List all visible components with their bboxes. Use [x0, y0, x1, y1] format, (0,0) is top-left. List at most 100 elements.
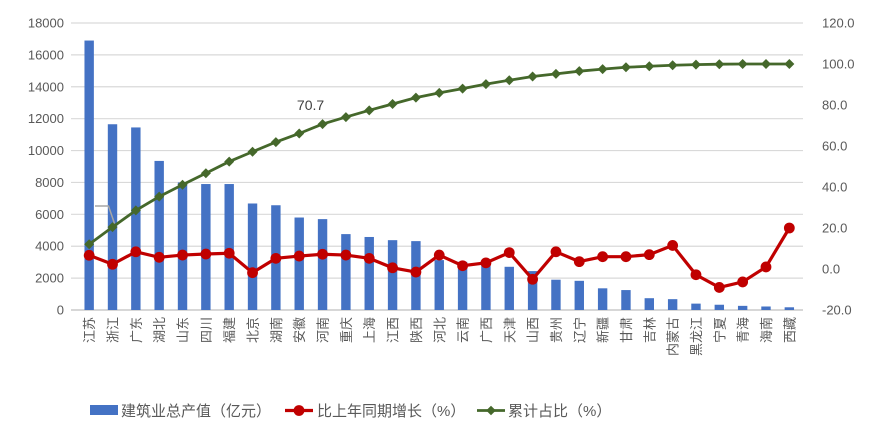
x-axis-label: 宁夏 — [712, 317, 727, 343]
cumulative-marker — [784, 59, 795, 69]
cumulative-series — [84, 59, 795, 250]
left-axis-tick: 0 — [57, 303, 64, 318]
x-axis-label: 安徽 — [292, 317, 307, 343]
bar — [667, 299, 678, 310]
growth-marker — [713, 282, 725, 293]
growth-marker — [620, 251, 632, 263]
cumulative-marker — [550, 68, 561, 79]
left-axis-tick: 8000 — [35, 175, 64, 190]
growth-marker — [760, 261, 772, 273]
growth-marker — [200, 248, 212, 260]
x-axis-label: 海南 — [759, 317, 774, 343]
bar — [551, 279, 561, 310]
bar — [317, 219, 328, 310]
x-axis-label: 黑龙江 — [689, 317, 704, 356]
bar-series — [84, 40, 795, 311]
growth-marker — [690, 269, 702, 281]
cumulative-marker — [177, 179, 188, 190]
left-axis-tick: 16000 — [28, 47, 64, 62]
cumulative-marker — [84, 239, 95, 250]
growth-marker — [410, 266, 422, 278]
growth-marker — [270, 252, 282, 264]
growth-marker — [317, 248, 328, 260]
x-axis-label: 广西 — [479, 317, 494, 343]
growth-marker — [737, 276, 749, 288]
bar — [481, 262, 491, 310]
x-axis-label: 甘肃 — [619, 317, 634, 343]
x-axis-label: 重庆 — [339, 317, 354, 343]
cumulative-marker — [480, 79, 491, 90]
right-axis-tick: 100.0 — [822, 57, 855, 72]
left-axis-tick: 6000 — [35, 207, 64, 222]
cumulative-marker — [527, 71, 538, 82]
growth-marker — [573, 256, 585, 268]
growth-marker — [130, 246, 142, 258]
bar — [597, 288, 608, 310]
cumulative-marker — [434, 87, 445, 98]
growth-marker — [247, 267, 258, 279]
annotation-label: 70.7 — [297, 97, 324, 113]
gridlines — [71, 22, 803, 311]
bar — [527, 271, 538, 310]
growth-marker — [457, 260, 468, 272]
growth-marker — [643, 249, 655, 261]
right-axis-tick: 20.0 — [822, 221, 847, 236]
bar — [177, 182, 188, 310]
right-axis-ticks: -20.0 0.0 20.0 40.0 60.0 80.0 100.0 120.0 — [822, 16, 855, 318]
growth-marker — [177, 249, 188, 261]
x-axis-label: 四川 — [199, 317, 214, 343]
x-axis-label: 辽宁 — [572, 317, 587, 343]
bar — [224, 184, 234, 310]
bar — [294, 217, 304, 310]
growth-marker — [223, 247, 235, 259]
left-axis-tick: 10000 — [28, 143, 64, 158]
bar — [574, 280, 584, 310]
bar — [691, 303, 701, 310]
left-axis-tick: 4000 — [35, 239, 64, 254]
bar — [364, 236, 374, 310]
bar — [341, 234, 351, 310]
bar — [84, 40, 94, 311]
legend-cumulative-marker — [486, 405, 496, 416]
cumulative-marker — [224, 156, 235, 167]
growth-marker — [503, 247, 515, 258]
x-axis-label: 新疆 — [596, 317, 611, 343]
right-axis-tick: 120.0 — [822, 16, 855, 31]
bar — [621, 290, 631, 310]
cumulative-marker — [270, 137, 281, 148]
left-axis-ticks: 0 2000 4000 6000 8000 10000 12000 14000 16000 180… — [28, 16, 64, 318]
bar — [131, 127, 141, 310]
x-axis-label: 河北 — [432, 317, 447, 343]
bar — [504, 266, 514, 310]
cumulative-marker — [387, 98, 398, 109]
cumulative-marker — [644, 61, 655, 72]
legend-bar-swatch — [90, 405, 118, 415]
x-axis-label: 浙江 — [106, 317, 121, 343]
legend-cumulative-label: 累计占比（%） — [508, 403, 611, 420]
cumulative-marker — [737, 59, 748, 69]
growth-marker — [340, 249, 352, 261]
x-axis-label: 广东 — [129, 317, 144, 343]
x-axis-label: 上海 — [362, 317, 377, 343]
growth-marker — [293, 250, 305, 262]
legend-growth-marker — [293, 405, 305, 416]
cumulative-marker — [364, 105, 375, 116]
right-axis-tick: 80.0 — [822, 98, 847, 113]
cumulative-marker — [107, 222, 118, 233]
right-axis-tick: 0.0 — [822, 262, 840, 277]
cumulative-marker — [317, 119, 328, 130]
cumulative-marker — [294, 128, 305, 139]
right-axis-tick: -20.0 — [822, 303, 852, 318]
right-axis-tick: 60.0 — [822, 139, 847, 154]
growth-marker — [83, 249, 95, 261]
left-axis-tick: 14000 — [28, 79, 64, 94]
x-axis-label: 贵州 — [549, 317, 564, 343]
growth-series — [83, 222, 795, 293]
x-axis-label: 云南 — [456, 317, 471, 343]
x-axis-label: 福建 — [222, 317, 237, 343]
cumulative-marker — [340, 112, 351, 123]
growth-marker — [480, 257, 492, 269]
growth-marker — [433, 249, 445, 261]
bar — [201, 184, 211, 310]
